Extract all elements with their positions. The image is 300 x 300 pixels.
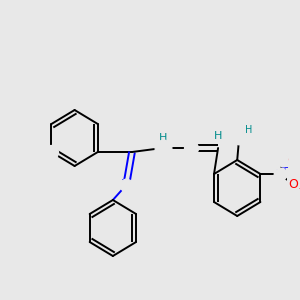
Text: O: O <box>234 131 244 145</box>
Text: H: H <box>214 131 222 141</box>
Text: +: + <box>280 163 288 173</box>
Text: O: O <box>278 154 288 166</box>
Text: H: H <box>158 133 167 143</box>
Text: N: N <box>158 142 167 154</box>
Text: O: O <box>288 178 298 190</box>
Text: N: N <box>121 178 130 191</box>
Text: -: - <box>298 183 300 193</box>
Text: N: N <box>47 146 56 158</box>
Text: H: H <box>245 125 252 135</box>
Text: N: N <box>187 142 196 154</box>
Text: N: N <box>275 167 284 181</box>
